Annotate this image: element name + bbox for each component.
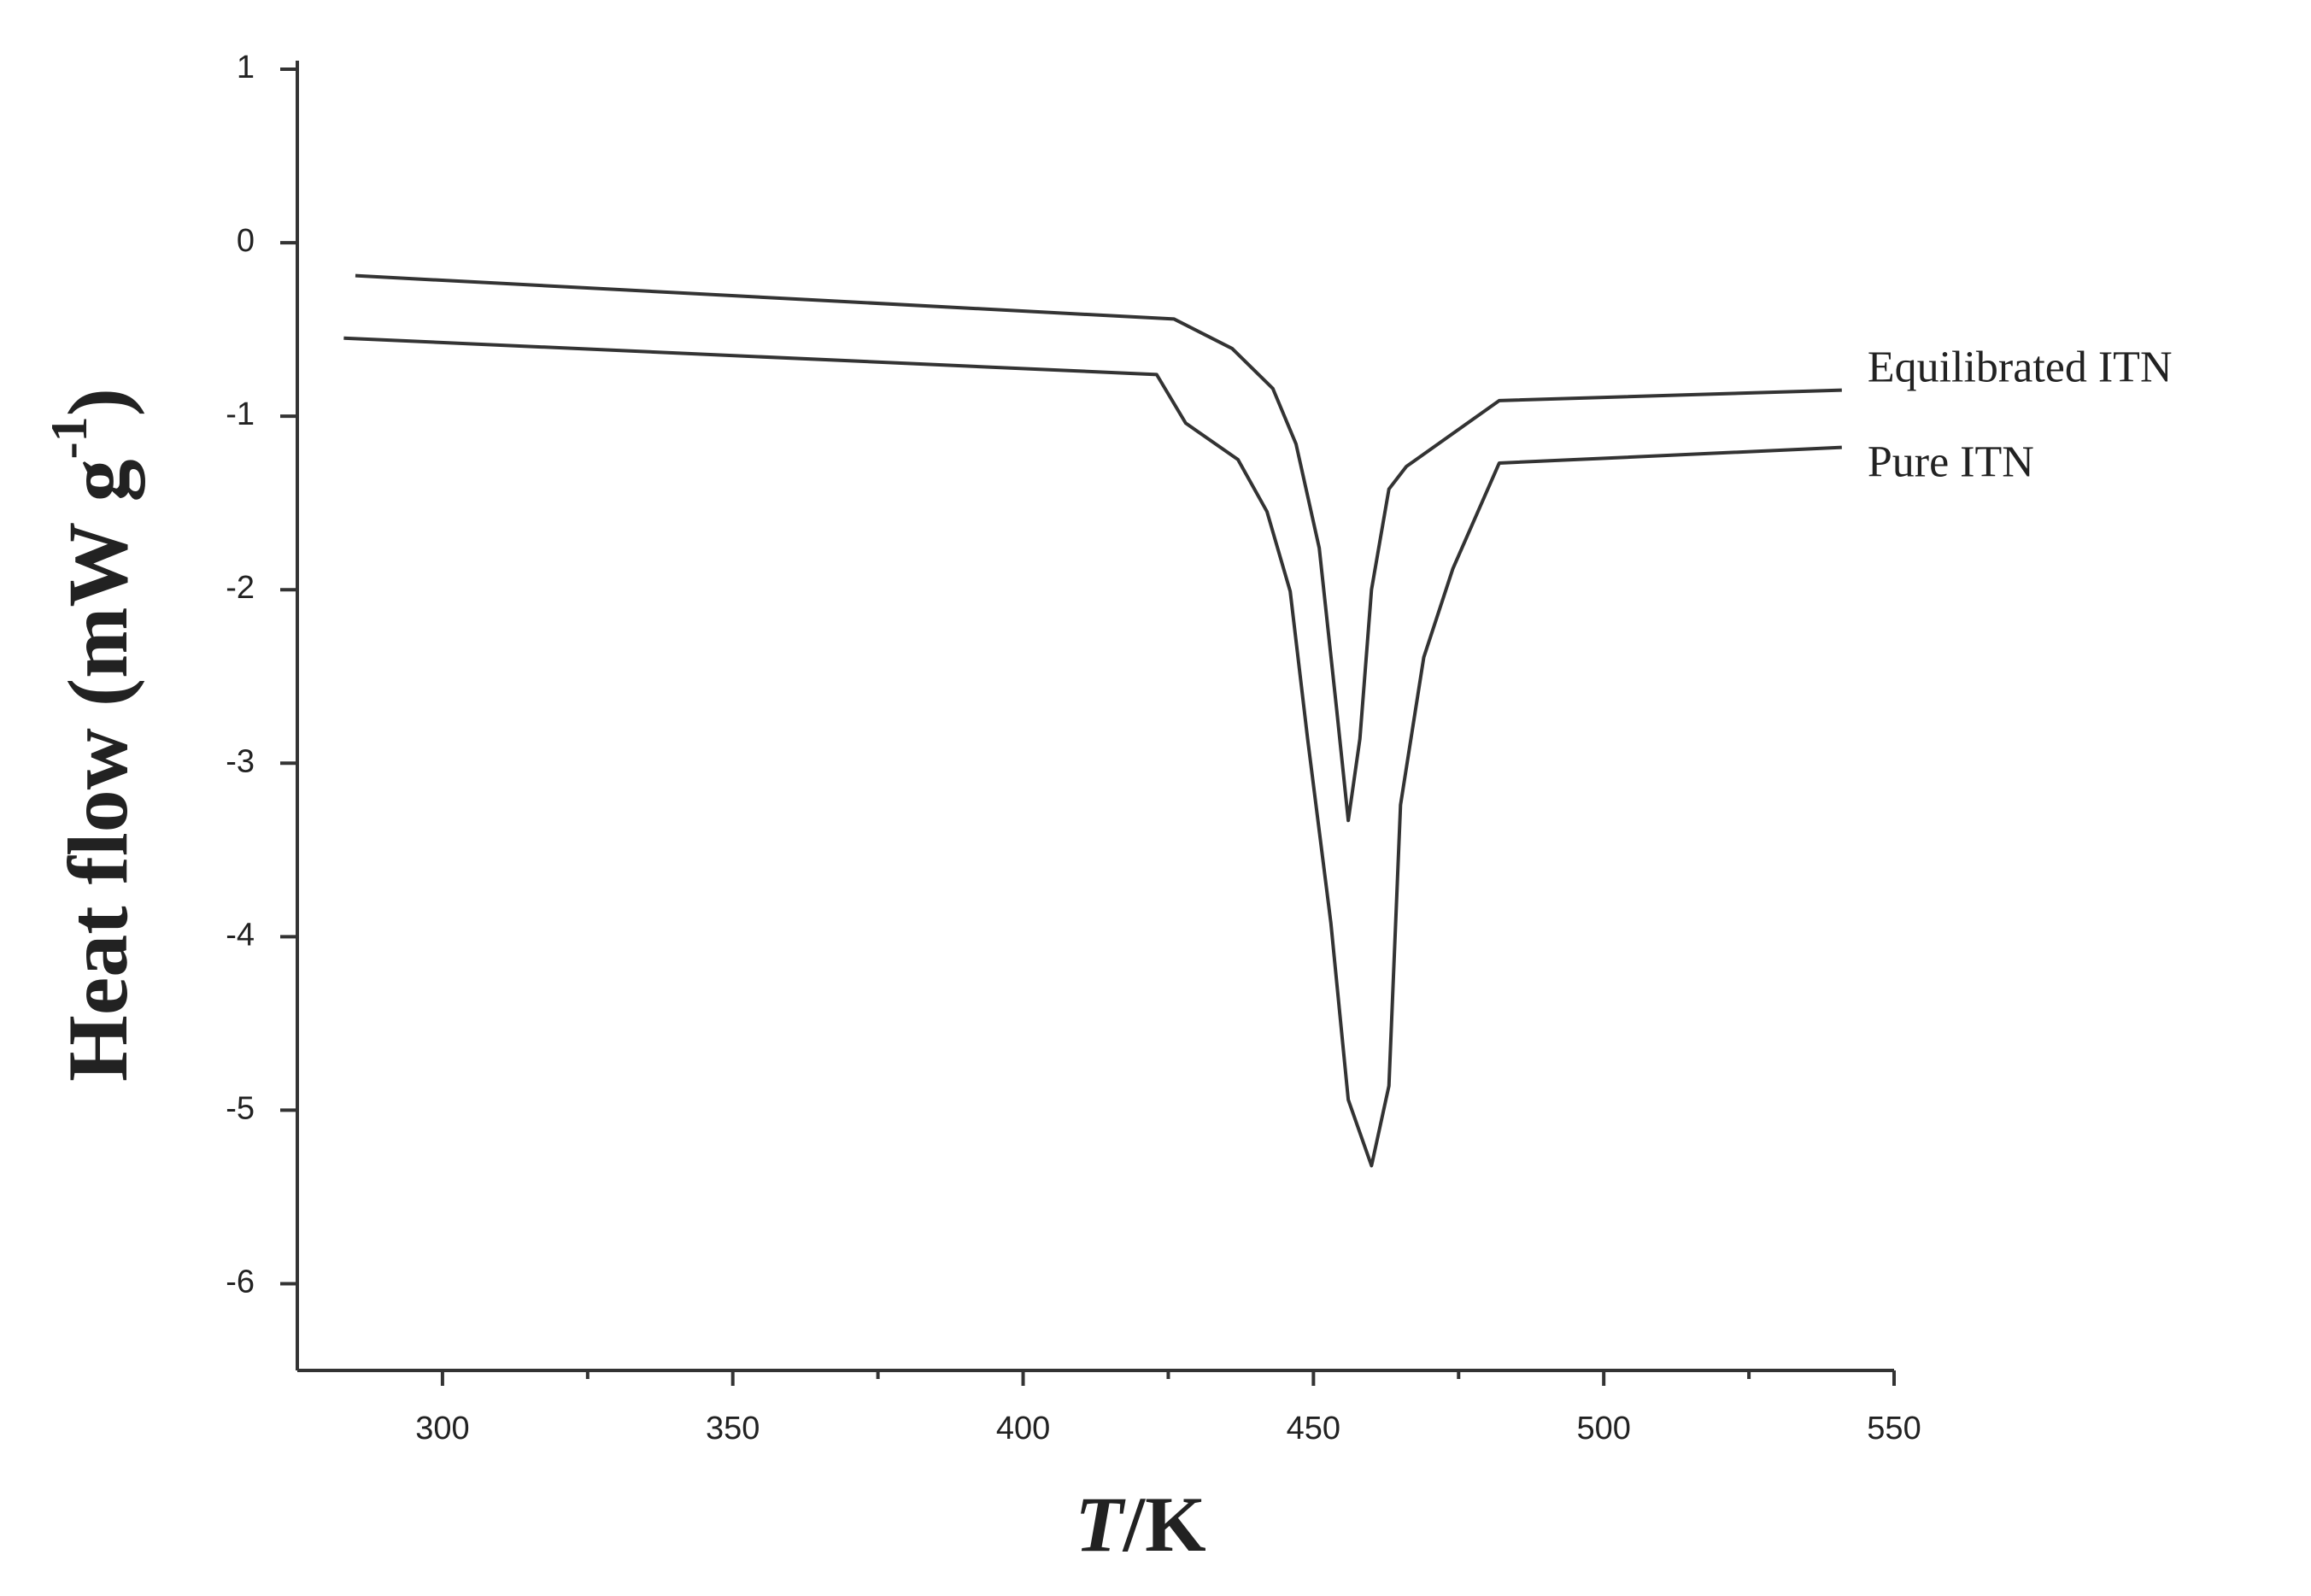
legend-label: Pure ITN bbox=[1868, 438, 2034, 487]
x-tick-label: 350 bbox=[706, 1411, 760, 1446]
y-tick-label: -3 bbox=[226, 743, 255, 779]
y-tick-label: -4 bbox=[226, 917, 255, 953]
y-axis-label-sup: -1 bbox=[41, 416, 97, 459]
series-line bbox=[343, 336, 1842, 1168]
x-axis-label-part: /K bbox=[1123, 1481, 1206, 1568]
x-tick-label: 300 bbox=[415, 1411, 469, 1446]
y-tick-label: -6 bbox=[226, 1264, 255, 1300]
y-tick-label: 0 bbox=[237, 223, 255, 259]
x-tick-label: 500 bbox=[1576, 1411, 1630, 1446]
legend-label: Equilibrated ITN bbox=[1868, 343, 2173, 392]
x-axis-label: T/K bbox=[1075, 1481, 1205, 1568]
y-tick-label: -2 bbox=[226, 570, 255, 606]
y-tick-label: -1 bbox=[226, 396, 255, 432]
y-axis-label: Heat flow (mW g-1) bbox=[41, 388, 145, 1082]
y-tick-label: -5 bbox=[226, 1090, 255, 1126]
x-tick-label: 550 bbox=[1867, 1411, 1921, 1446]
y-axis-label-part: ) bbox=[50, 388, 145, 416]
y-tick-label: 1 bbox=[237, 50, 255, 85]
x-axis-label-part: T bbox=[1075, 1481, 1126, 1568]
series-line bbox=[355, 273, 1842, 823]
y-axis-label-part: Heat flow (mW g bbox=[50, 459, 145, 1082]
x-tick-label: 400 bbox=[996, 1411, 1050, 1446]
x-tick-label: 450 bbox=[1287, 1411, 1340, 1446]
